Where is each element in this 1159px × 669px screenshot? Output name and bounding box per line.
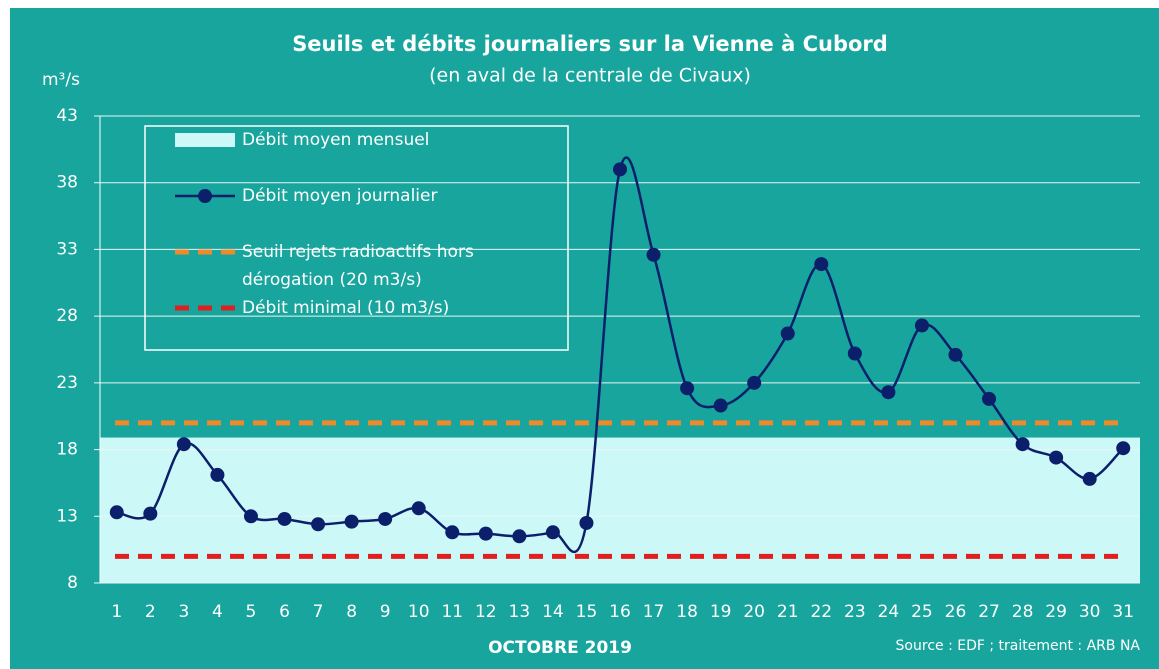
legend-label: Débit moyen mensuel [242,130,429,150]
legend-box [144,125,569,351]
x-tick-label: 30 [1079,602,1101,622]
x-tick-label: 4 [212,602,223,622]
point [545,525,560,540]
x-tick-label: 18 [676,602,698,622]
x-tick-label: 19 [710,602,732,622]
x-tick-label: 1 [111,602,122,622]
x-tick-label: 2 [145,602,156,622]
chart-title: Seuils et débits journaliers sur la Vien… [292,32,888,56]
point [109,505,124,520]
x-tick-label: 23 [844,602,866,622]
y-axis-label: m³/s [42,70,80,90]
x-tick-label: 24 [878,602,900,622]
x-tick-label: 26 [945,602,967,622]
point [445,525,460,540]
y-tick-label: 43 [56,106,78,126]
x-tick-label: 31 [1112,602,1134,622]
y-tick-label: 33 [56,239,78,259]
legend-label: Débit moyen journalier [242,186,437,206]
legend-swatch [198,189,212,203]
point [1049,450,1064,465]
x-tick-label: 25 [911,602,933,622]
x-tick-label: 17 [643,602,665,622]
monthly-mean-area [100,437,1140,583]
point [512,529,527,544]
x-tick-label: 12 [475,602,497,622]
y-tick-label: 23 [56,373,78,393]
x-tick-label: 20 [743,602,765,622]
point [747,375,762,390]
y-tick-label: 8 [67,573,78,593]
point [478,526,493,541]
point [311,517,326,532]
chart-subtitle: (en aval de la centrale de Civaux) [429,65,751,87]
x-tick-label: 22 [810,602,832,622]
point [613,162,627,177]
x-tick-label: 6 [279,602,290,622]
point [411,501,426,516]
x-tick-label: 7 [313,602,324,622]
x-tick-label: 29 [1045,602,1067,622]
point [143,506,158,521]
x-tick-label: 11 [441,602,463,622]
point [847,346,862,361]
point [1015,437,1030,452]
x-tick-label: 21 [777,602,799,622]
point [680,381,695,396]
y-tick-label: 38 [56,173,78,193]
point [914,318,929,333]
legend-label: Seuil rejets radioactifs hors [242,242,474,262]
point [1116,441,1131,456]
x-tick-label: 16 [609,602,631,622]
point [982,391,997,406]
x-tick-label: 13 [509,602,531,622]
legend-label: Débit minimal (10 m3/s) [242,298,449,318]
x-tick-label: 10 [408,602,430,622]
point [646,247,661,262]
x-tick-label: 27 [978,602,1000,622]
point [378,511,393,526]
legend-label: dérogation (20 m3/s) [242,270,422,290]
point [210,467,225,482]
y-tick-label: 28 [56,306,78,326]
x-tick-label: 8 [346,602,357,622]
x-tick-label: 28 [1012,602,1034,622]
legend-swatch [175,133,235,147]
point [881,385,896,400]
source: Source : EDF ; traitement : ARB NA [896,638,1141,654]
x-axis-label: OCTOBRE 2019 [488,638,632,658]
x-tick-label: 14 [542,602,564,622]
point [1082,471,1097,486]
x-tick-label: 9 [380,602,391,622]
point [948,347,963,362]
point [344,514,359,529]
point [713,398,728,413]
point [579,515,594,530]
point [277,511,292,526]
x-tick-label: 15 [576,602,598,622]
y-tick-label: 18 [56,440,78,460]
point [814,257,829,272]
y-tick-label: 13 [56,506,78,526]
x-tick-label: 3 [178,602,189,622]
point [780,326,795,341]
point [243,509,258,524]
x-tick-label: 5 [246,602,257,622]
point [176,437,191,452]
